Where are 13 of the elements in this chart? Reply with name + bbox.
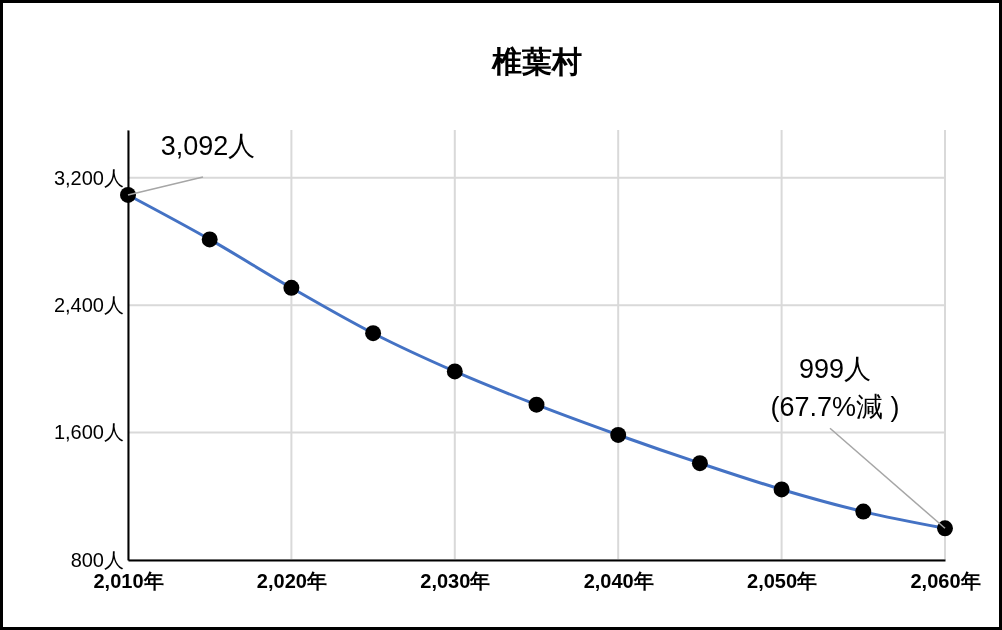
x-tick-label: 2,040年	[583, 570, 654, 593]
x-tick-label: 2,060年	[910, 570, 981, 593]
annotation: 999人 (67.7%減 )	[770, 354, 900, 423]
y-tick-label: 2,400人	[53, 294, 124, 317]
x-tick-label: 2,030年	[420, 570, 491, 593]
y-tick-label: 3,200人	[53, 166, 124, 189]
x-tick-label: 2,010年	[93, 570, 164, 593]
annotation: 3,092人	[160, 130, 256, 161]
x-tick-label: 2,050年	[747, 570, 818, 593]
x-tick-label: 2,020年	[256, 570, 327, 593]
y-tick-label: 800人	[70, 548, 124, 571]
chart-title: 椎葉村	[490, 45, 582, 78]
y-tick-label: 1,600人	[53, 421, 124, 444]
